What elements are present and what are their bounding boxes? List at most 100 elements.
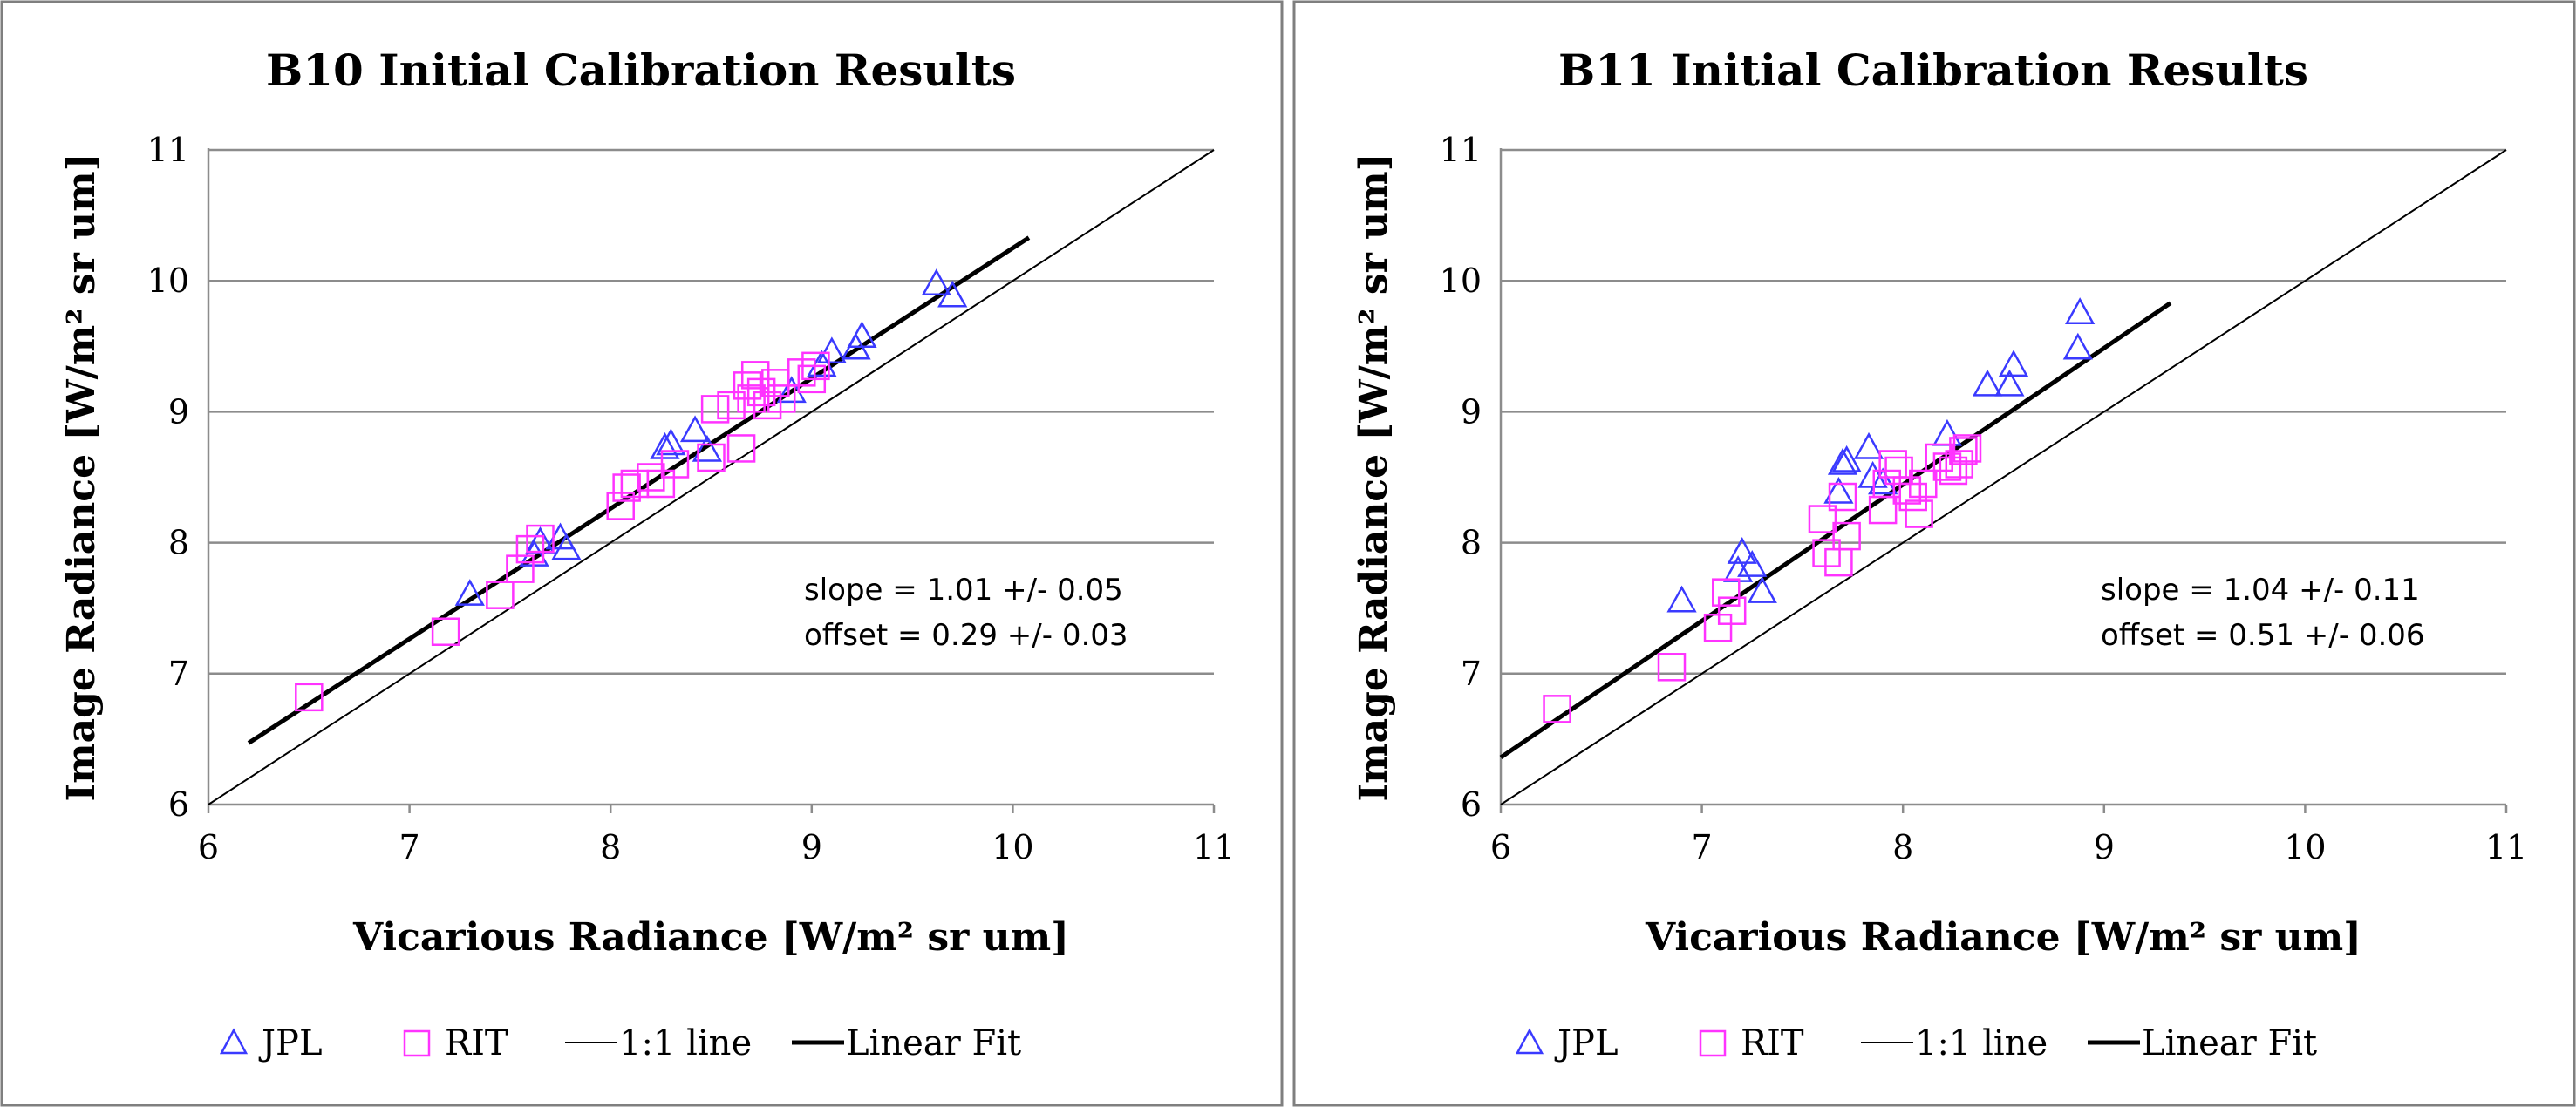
- legend-jpl-label: JPL: [1554, 1023, 1619, 1063]
- one-to-one-line: [208, 149, 1215, 805]
- y-tick-label: 9: [1461, 392, 1482, 431]
- x-tick-label: 10: [992, 828, 1033, 866]
- jpl-point: [1868, 467, 1898, 495]
- y-tick-label: 10: [147, 261, 189, 300]
- legend-jpl-marker: [219, 1028, 249, 1055]
- jpl-point: [679, 415, 711, 443]
- rit-point: [431, 617, 460, 646]
- chart-title: B11 Initial Calibration Results: [1558, 44, 2308, 96]
- jpl-point: [1727, 537, 1757, 564]
- jpl-point: [1998, 350, 2029, 377]
- rit-point: [1543, 695, 1571, 723]
- rit-point: [1808, 505, 1837, 533]
- legend-linear-fit-label: Linear Fit: [2142, 1023, 2317, 1063]
- y-tick-label: 11: [147, 131, 189, 169]
- rit-point: [801, 351, 830, 381]
- y-tick-label: 6: [168, 785, 189, 824]
- jpl-point: [650, 431, 680, 459]
- jpl-point: [816, 336, 847, 364]
- jpl-point: [1972, 369, 2003, 397]
- y-axis-label: Image Radiance [W/m² sr um]: [59, 153, 104, 802]
- chart-panel-b11: B11 Initial Calibration Results 6 7 8 9 10 11 6…: [1292, 0, 2576, 1107]
- y-tick-label: 8: [1461, 524, 1482, 562]
- rit-point: [1832, 521, 1861, 551]
- y-tick-label: 8: [168, 524, 189, 562]
- y-tick-label: 11: [1440, 131, 1482, 169]
- jpl-point: [551, 533, 582, 560]
- jpl-point: [937, 280, 968, 308]
- offset-annotation: offset = 0.29 +/- 0.03: [804, 618, 1128, 653]
- rit-point: [515, 534, 545, 564]
- rit-point: [612, 473, 641, 502]
- rit-point: [1905, 499, 1933, 528]
- legend-rit-marker: [403, 1029, 431, 1057]
- jpl-point: [1737, 550, 1768, 577]
- rit-point: [1657, 653, 1687, 682]
- x-tick-label: 11: [1193, 828, 1235, 866]
- x-tick-label: 6: [1490, 828, 1511, 866]
- jpl-point: [656, 428, 686, 456]
- jpl-point: [692, 434, 723, 462]
- chart-frame: [0, 0, 1284, 1107]
- chart-title: B10 Initial Calibration Results: [266, 44, 1016, 96]
- rit-point: [1952, 434, 1982, 463]
- x-tick-label: 9: [801, 828, 822, 866]
- legend-one-to-one-label: 1:1 line: [1915, 1023, 2048, 1063]
- jpl-point: [1831, 445, 1862, 472]
- jpl-point: [1666, 585, 1697, 613]
- y-tick-label: 6: [1461, 785, 1482, 824]
- y-axis-label: Image Radiance [W/m² sr um]: [1352, 153, 1396, 802]
- jpl-point: [1827, 447, 1858, 475]
- rit-point: [700, 395, 730, 424]
- legend-jpl-label: JPL: [258, 1023, 323, 1063]
- chart-svg-b10: B10 Initial Calibration Results 6 7 8 9 10 11 6…: [0, 0, 1284, 1107]
- rit-point: [1828, 482, 1857, 512]
- jpl-point: [1994, 369, 2025, 397]
- rit-point: [1949, 437, 1978, 465]
- rit-point: [526, 524, 555, 554]
- rit-point: [767, 384, 796, 413]
- rit-point: [726, 434, 756, 463]
- jpl-point: [1747, 576, 1777, 603]
- x-tick-label: 8: [600, 828, 621, 866]
- x-axis-label: Vicarious Radiance [W/m² sr um]: [352, 915, 1069, 960]
- jpl-point: [2062, 332, 2093, 360]
- rit-point: [1909, 469, 1938, 499]
- x-tick-label: 10: [2284, 828, 2326, 866]
- x-axis-label: Vicarious Radiance [W/m² sr um]: [1645, 915, 2361, 960]
- slope-annotation: slope = 1.01 +/- 0.05: [804, 573, 1123, 608]
- x-tick-label: 11: [2485, 828, 2527, 866]
- jpl-point: [1823, 476, 1854, 504]
- legend-rit-marker: [1699, 1029, 1727, 1057]
- chart-panel-b10: B10 Initial Calibration Results 6 7 8 9 10 11 6…: [0, 0, 1284, 1107]
- slope-annotation: slope = 1.04 +/- 0.11: [2101, 573, 2420, 608]
- y-tick-label: 7: [1461, 655, 1482, 693]
- x-tick-label: 7: [1692, 828, 1713, 866]
- y-tick-label: 10: [1440, 261, 1482, 300]
- rit-point: [1717, 596, 1747, 625]
- rit-point: [737, 384, 766, 413]
- legend-one-to-one-label: 1:1 line: [619, 1023, 752, 1063]
- legend-rit-label: RIT: [1741, 1023, 1804, 1063]
- jpl-point: [847, 321, 877, 349]
- rit-point: [740, 361, 770, 390]
- x-tick-label: 9: [2094, 828, 2115, 866]
- y-tick-label: 9: [168, 392, 189, 431]
- rit-point: [717, 391, 746, 420]
- chart-frame: [1292, 0, 2576, 1107]
- jpl-point: [2065, 297, 2096, 324]
- jpl-point: [454, 579, 485, 606]
- one-to-one-line: [1500, 149, 2507, 805]
- chart-svg-b11: B11 Initial Calibration Results 6 7 8 9 10 11 6…: [1292, 0, 2576, 1107]
- jpl-point: [1853, 431, 1884, 459]
- jpl-point: [921, 268, 951, 295]
- rit-point: [506, 554, 535, 583]
- legend-rit-label: RIT: [445, 1023, 508, 1063]
- rit-point: [660, 450, 690, 479]
- rit-point: [1712, 578, 1741, 607]
- rit-point: [486, 581, 515, 609]
- x-tick-label: 6: [198, 828, 219, 866]
- y-tick-label: 7: [168, 655, 189, 693]
- offset-annotation: offset = 0.51 +/- 0.06: [2101, 618, 2425, 653]
- rit-point: [697, 443, 726, 472]
